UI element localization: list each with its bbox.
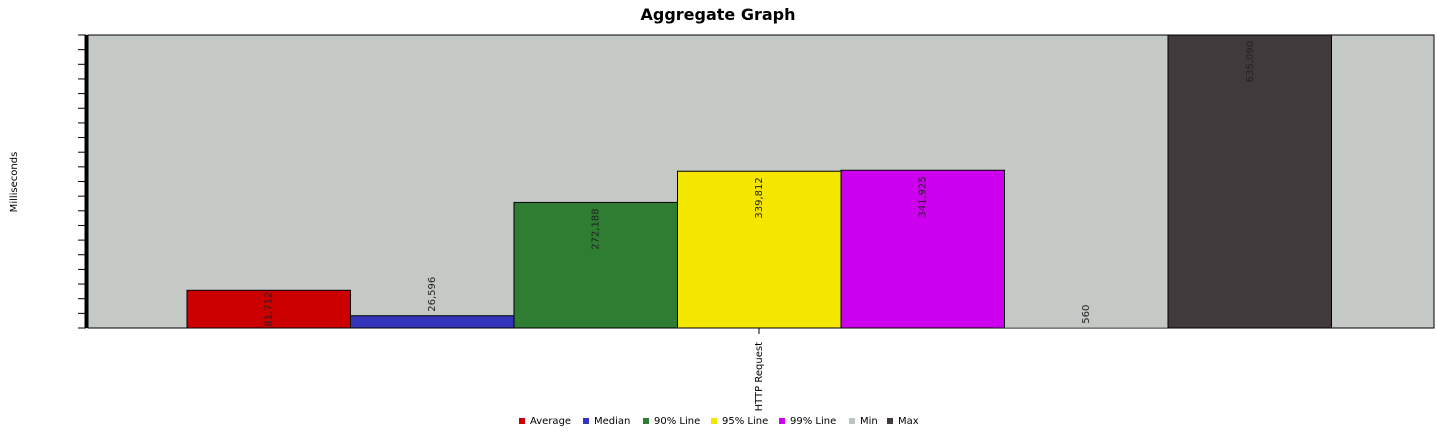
legend-swatch-99-line — [779, 418, 785, 424]
chart-title: Aggregate Graph — [640, 5, 795, 24]
bar-median — [350, 315, 515, 329]
bar-label-median: 26,596 — [427, 277, 438, 312]
legend-swatch-average — [519, 418, 525, 424]
legend-swatch-max — [887, 418, 893, 424]
bar-95-line — [677, 170, 842, 329]
legend-label-95-line: 95% Line — [722, 416, 768, 427]
legend-label-median: Median — [594, 416, 630, 427]
bar-label-95-line: 339,812 — [754, 177, 765, 218]
legend: Average Median 90% Line 95% Line 99% Line Min… — [519, 416, 919, 427]
x-tick-label-http-request: HTTP Request — [754, 342, 765, 411]
bar-90-line — [513, 201, 678, 329]
bar-label-99-line: 341,925 — [918, 176, 929, 217]
bar-99-line — [840, 169, 1005, 329]
legend-label-average: Average — [530, 416, 571, 427]
legend-swatch-min — [849, 418, 855, 424]
bar-average — [186, 289, 351, 329]
y-axis-label: Milliseconds — [9, 152, 20, 213]
legend-swatch-90-line — [643, 418, 649, 424]
legend-label-min: Min — [860, 416, 878, 427]
bar-label-min: 560 — [1081, 305, 1092, 324]
legend-label-90-line: 90% Line — [654, 416, 700, 427]
bar-max — [1167, 34, 1332, 329]
bar-label-max: 635,090 — [1245, 41, 1256, 82]
legend-swatch-95-line — [711, 418, 717, 424]
bars-group — [186, 34, 1332, 329]
y-axis-ticks — [78, 34, 86, 329]
legend-label-99-line: 99% Line — [790, 416, 836, 427]
bar-label-average: 81,712 — [264, 292, 275, 327]
legend-label-max: Max — [898, 416, 919, 427]
bar-label-90-line: 272,188 — [591, 208, 602, 249]
legend-swatch-median — [583, 418, 589, 424]
bar-labels-group: 81,712 26,596 272,188 339,812 341,925 560 635,… — [264, 41, 1256, 327]
